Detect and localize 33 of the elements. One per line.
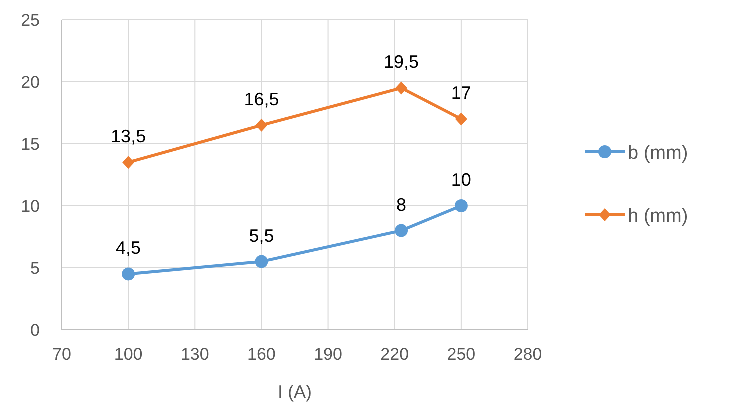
data-label: 16,5	[244, 89, 280, 110]
point	[454, 200, 468, 212]
y-tick-label: 25	[21, 11, 40, 30]
x-tick-label: 220	[380, 345, 410, 364]
x-tick-label: 190	[314, 345, 342, 364]
x-tick-label: 100	[114, 345, 143, 364]
data-label: 10	[451, 170, 472, 190]
y-tick-label: 20	[21, 73, 40, 92]
data-label: 17	[451, 83, 472, 104]
data-label: 13,5	[111, 126, 146, 147]
x-tick-label: 160	[248, 345, 276, 364]
y-tick-label: 0	[30, 321, 40, 340]
point	[396, 82, 408, 95]
legend-label: h (mm)	[628, 206, 688, 227]
data-label: 19,5	[384, 52, 420, 72]
point	[455, 112, 468, 126]
point	[255, 255, 268, 268]
legend-label: b (mm)	[628, 143, 688, 164]
y-tick-label: 5	[30, 259, 40, 278]
y-tick-label: 15	[21, 135, 40, 154]
data-label: 5,5	[249, 226, 274, 246]
x-axis-title: I (A)	[278, 382, 312, 402]
point	[395, 224, 408, 238]
data-label: 4,5	[116, 238, 142, 258]
x-tick-label: 280	[514, 345, 542, 364]
point	[122, 156, 135, 170]
point	[122, 268, 136, 281]
y-tick-label: 10	[21, 197, 40, 216]
x-tick-label: 70	[52, 345, 72, 364]
data-label: 8	[396, 194, 407, 215]
x-tick-label: 130	[180, 345, 210, 364]
x-tick-label: 250	[447, 345, 476, 364]
point	[256, 118, 268, 132]
